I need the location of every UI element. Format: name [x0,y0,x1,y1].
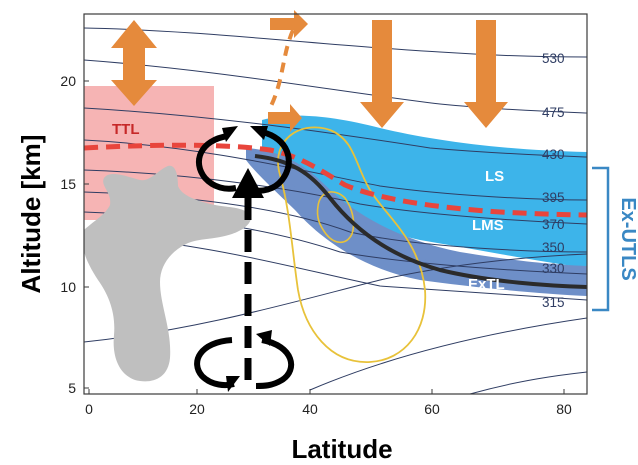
yellow-contour-small [316,191,355,244]
contour-label: 315 [542,295,565,310]
ex-utls-bracket [592,166,610,312]
contour-label: 475 [542,105,565,120]
y-tick-label: 10 [60,279,76,295]
circular-arrow-head-icon [256,330,272,346]
contour-label: 330 [542,261,565,276]
orange-double-arrow-icon [111,20,157,106]
y-tick-label: 20 [60,73,76,89]
lms-region [246,148,587,296]
orange-block-arrow-right-icon [270,10,308,38]
x-tick-label: 20 [189,401,205,417]
y-axis-title: Altitude [km] [16,135,46,294]
circular-arrow-head-icon [222,126,238,142]
orange-dashed-arc [268,29,295,109]
ttl-label: TTL [112,121,140,138]
lms-label: LMS [472,217,504,234]
yellow-contour-large [277,126,427,363]
x-tick-label: 60 [424,401,440,417]
y-tick-marks [84,80,89,389]
x-tick-marks [88,389,565,394]
contour-label: 350 [542,240,565,255]
x-axis-title: Latitude [291,434,392,464]
contour-label: 430 [542,147,565,162]
ls-label: LS [485,168,504,185]
y-tick-label: 5 [68,380,76,396]
circular-arrow-icon [195,129,292,194]
contour-label: 370 [542,217,565,232]
x-tick-label: 0 [85,401,93,417]
extl-label: ExTL [468,276,505,293]
plot-frame [83,13,588,395]
contour-label: 395 [542,190,565,205]
orange-block-arrow-down-icon [464,20,508,128]
orange-block-arrow-right-icon [268,104,302,132]
x-tick-label: 40 [302,401,318,417]
circular-arrow-head-icon [226,376,240,392]
circular-arrow-head-icon [250,126,268,140]
contour-label: 530 [542,51,565,66]
y-tick-label: 15 [60,176,76,192]
orange-block-arrow-down-icon [360,20,404,128]
circular-arrow-icon [194,337,295,389]
x-tick-label: 80 [556,401,572,417]
ex-utls-label: Ex-UTLS [617,197,638,280]
convection-plume [84,165,251,382]
extl-line [254,154,587,289]
